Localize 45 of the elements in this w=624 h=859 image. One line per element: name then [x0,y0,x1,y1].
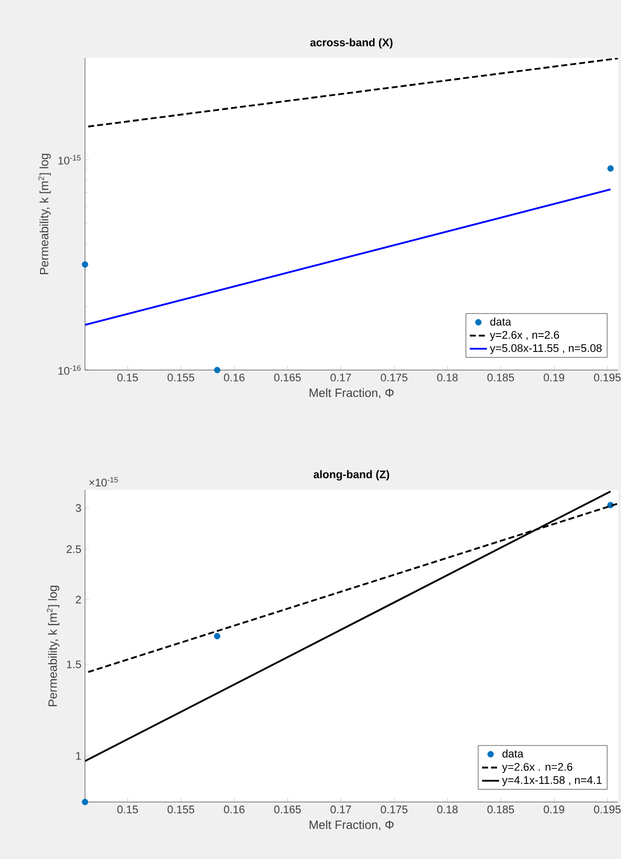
point [82,261,88,268]
y-axis-title: Permeability, k [m$^{2}$] log [46,586,60,706]
x-tick-label: 0.165 [274,806,301,814]
x-tick-label: 0.19 [544,374,564,382]
point [82,798,88,806]
point [214,366,220,374]
x-tick-label: 0.165 [274,374,301,382]
legend-label: y=5.08x-11.55 , n=5.08 [490,344,602,354]
point [214,632,220,640]
y-tick-label: 1.5 [66,660,81,668]
x-tick-label: 0.16 [224,806,244,814]
y-tick-label: 10$^{-16}$ [58,365,80,375]
x-tick-label: 0.16 [224,374,244,382]
y-axis-title: Permeability, k [m$^{2}$] log [38,154,51,274]
x-tick-label: 0.175 [380,374,408,382]
x-tick-label: 0.195 [594,374,620,382]
x-tick-label: 0.18 [436,806,458,814]
point [607,165,614,172]
legend-label: data [490,318,512,326]
legend-label: y=2.6x , n=2.6 [490,331,559,341]
x-tick-label: 0.15 [117,374,138,382]
x-tick-label: 0.17 [330,806,351,814]
x-axis-title: Melt Fraction, Φ [309,820,394,830]
x-tick-label: 0.19 [544,806,564,814]
x-tick-label: 0.15 [117,806,138,814]
x-tick-label: 0.195 [594,806,620,814]
x-tick-label: 0.17 [330,374,351,382]
y-tick-label: 1 [76,752,81,760]
x-axis-title: Melt Fraction, Φ [309,388,394,398]
text: ×10$^{-15}$ [89,477,118,486]
chart-title: across-band (X) [310,38,392,49]
x-tick-label: 0.18 [436,374,458,382]
x-tick-label: 0.155 [167,806,194,814]
x-tick-label: 0.185 [487,806,514,814]
x-tick-label: 0.155 [167,374,194,382]
y-tick-label: 3 [76,504,81,512]
x-tick-label: 0.185 [487,374,514,382]
y-tick-label: 10$^{-15}$ [58,155,80,165]
y-tick-label: 2.5 [66,545,81,554]
y-tick-label: 2 [76,596,81,604]
chart-title: along-band (Z) [313,470,389,480]
legend-label: y=2.6x . n=2.6 [502,762,572,773]
x-tick-label: 0.175 [380,806,408,814]
legend-label: y=4.1x-11.58 , n=4.1 [502,776,602,786]
legend-label: data [502,750,524,758]
